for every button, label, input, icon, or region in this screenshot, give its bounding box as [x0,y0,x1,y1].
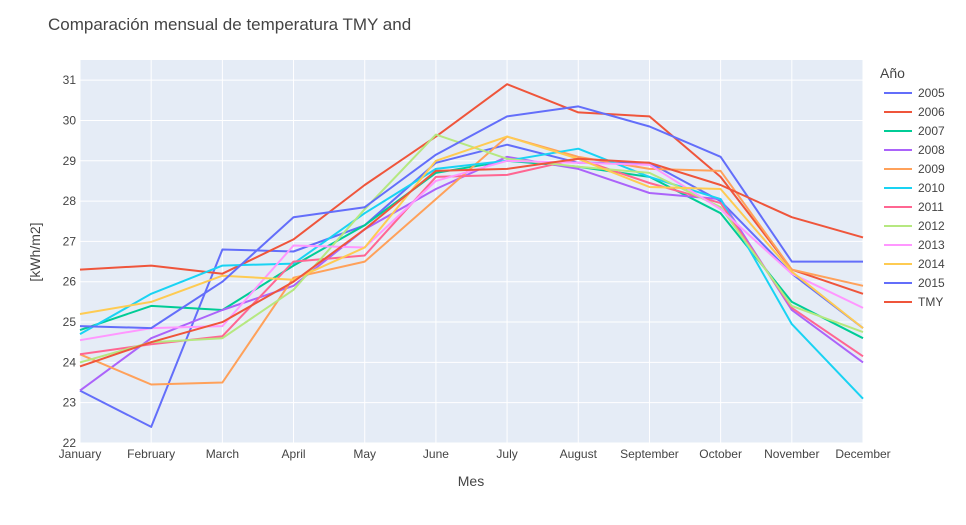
y-tick-label: 31 [63,73,77,87]
legend-label: 2014 [918,257,945,271]
x-axis-ticks: January February March April May June July Augu… [59,447,891,461]
legend-item-2013[interactable]: 2013 [884,238,945,252]
series-line-2006[interactable] [79,83,864,295]
series-line-2015[interactable] [79,105,863,330]
y-axis-title: [kWh/m2] [27,222,43,281]
y-axis-ticks: 22 23 24 25 26 27 28 29 30 31 [63,73,77,450]
y-tick-label: 30 [63,113,77,127]
x-tick-label: January [59,447,102,461]
y-tick-label: 29 [63,154,77,168]
legend-label: 2010 [918,181,945,195]
y-tick-label: 22 [63,436,77,450]
series-line-2009[interactable] [79,135,864,386]
x-tick-label: December [835,447,890,461]
y-tick-label: 26 [63,275,77,289]
x-tick-label: September [620,447,679,461]
legend-item-2012[interactable]: 2012 [884,219,945,233]
legend[interactable]: Año 2005 2006 2007 2008 2009 2010 2011 2012 2013… [880,65,945,309]
legend-label: TMY [918,295,943,309]
legend-label: 2008 [918,143,945,157]
legend-item-2010[interactable]: 2010 [884,181,945,195]
series-line-2012[interactable] [79,133,864,364]
legend-label: 2013 [918,238,945,252]
x-tick-label: November [764,447,819,461]
y-tick-label: 27 [63,234,77,248]
x-tick-label: June [423,447,449,461]
x-tick-label: May [353,447,376,461]
series-line-2014[interactable] [79,135,864,329]
y-tick-label: 25 [63,315,77,329]
legend-label: 2011 [918,200,944,214]
legend-label: 2009 [918,162,945,176]
legend-label: 2006 [918,105,945,119]
x-tick-label: July [496,447,517,461]
legend-item-2015[interactable]: 2015 [884,276,945,290]
x-tick-label: August [560,447,598,461]
legend-item-2008[interactable]: 2008 [884,143,945,157]
x-tick-label: February [127,447,175,461]
y-tick-label: 23 [63,396,77,410]
y-tick-label: 28 [63,194,77,208]
legend-item-2014[interactable]: 2014 [884,257,945,271]
x-tick-label: March [206,447,239,461]
legend-item-2009[interactable]: 2009 [884,162,945,176]
y-tick-label: 24 [63,355,77,369]
legend-label: 2015 [918,276,945,290]
x-tick-label: April [282,447,306,461]
legend-label: 2007 [918,124,945,138]
legend-item-2011[interactable]: 2011 [884,200,944,214]
series-line-tmy[interactable] [79,157,864,368]
legend-item-2006[interactable]: 2006 [884,105,945,119]
legend-title: Año [880,65,905,81]
legend-label: 2005 [918,86,945,100]
series-lines [79,83,864,428]
legend-item-tmy[interactable]: TMY [884,295,943,309]
legend-label: 2012 [918,219,945,233]
legend-item-2007[interactable]: 2007 [884,124,945,138]
x-axis-title: Mes [458,473,484,489]
series-line-2008[interactable] [79,155,864,392]
chart-title: Comparación mensual de temperatura TMY a… [48,15,411,34]
x-tick-label: October [699,447,742,461]
legend-item-2005[interactable]: 2005 [884,86,945,100]
plot-area [80,60,863,443]
